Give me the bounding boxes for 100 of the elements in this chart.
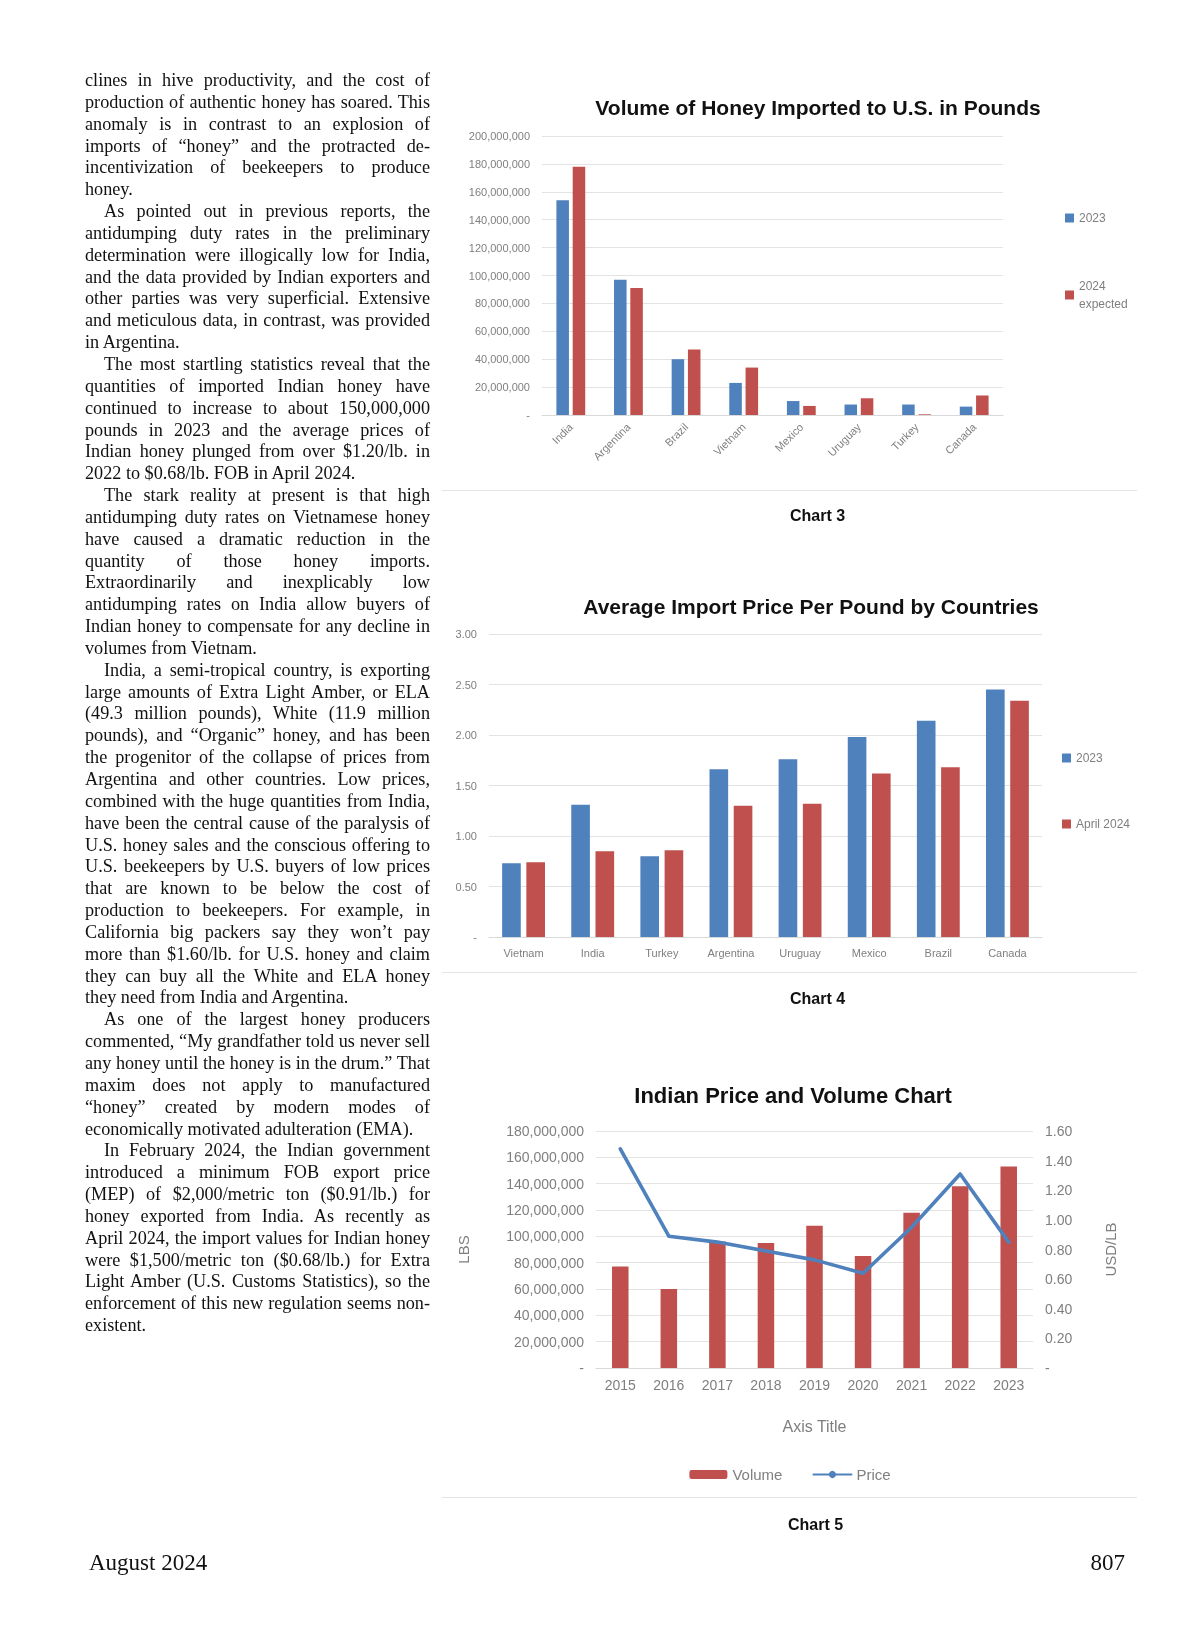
- y-tick-label: 1.00: [455, 830, 477, 842]
- y-tick-label: 60,000,000: [513, 1281, 585, 1297]
- bar: [757, 1242, 775, 1368]
- bar: [660, 1289, 678, 1368]
- y2-axis-title: USD/LB: [1102, 1222, 1119, 1277]
- y-tick-label: 3.00: [455, 628, 477, 640]
- x-tick-label: India: [580, 946, 606, 959]
- y-tick-label: 40,000,000: [474, 353, 530, 366]
- y-tick-label: 40,000,000: [513, 1307, 585, 1324]
- text: 807: [1090, 1550, 1125, 1577]
- caption: Chart 3: [790, 506, 846, 524]
- bar: [916, 720, 936, 937]
- y-tick-label: 160,000,000: [468, 185, 530, 198]
- legend-label: April 2024: [1076, 817, 1131, 831]
- text: The stark reality at present is that high antidumping duty rates on Vietnamese honey have caused a dramatic reduction in the quantity of those honey imports. Extraordinarily and inexplicably low antidumping rates on India allow buyers of Indian honey to compensate for any decline in volumes from Vietnam.: [85, 485, 430, 660]
- y-tick-label: -: [473, 931, 478, 943]
- y-tick-label: 0.50: [455, 880, 477, 893]
- x-tick-label: 2020: [847, 1377, 879, 1393]
- x-tick-label: 2019: [798, 1377, 831, 1393]
- x-tick-label: 2022: [944, 1377, 976, 1393]
- x-tick-label: Turkey: [645, 946, 679, 959]
- y-tick-label: 2.00: [455, 729, 477, 741]
- y2-tick-label: 0.60: [1045, 1271, 1073, 1288]
- bar: [571, 804, 590, 937]
- x-tick-label: 2018: [750, 1377, 782, 1393]
- bar: [612, 1266, 629, 1368]
- x-tick-label: 2015: [604, 1377, 637, 1393]
- text: In February 2024, the Indian government introduced a minimum FOB export price (MEP) of $2,000/metric ton ($0.91/lb.) for honey exported from India. As recently as April 2024, the import values for Indian honey were $1,500/metric ton ($0.68/lb.) for Extra Light Amber (U.S. Customs Statistics), so the enforcement of this new regulation seems non-existent.: [85, 1140, 430, 1336]
- legend-label: 2023: [1079, 211, 1107, 225]
- y-tick-label: 60,000,000: [474, 325, 530, 338]
- text: August 2024: [89, 1550, 208, 1577]
- y-tick-label: 100,000,000: [506, 1228, 585, 1245]
- text: The most startling statistics reveal that the quantities of imported Indian honey have continued to increase to about 150,000,000 pounds in 2023 and the average prices of Indian honey plunged from over $1.20/lb. in 2022 to $0.68/lb. FOB in April 2024.: [85, 353, 430, 486]
- x-tick-label: 2017: [701, 1377, 734, 1393]
- y-tick-label: 20,000,000: [474, 381, 530, 394]
- legend-label: Volume: [732, 1466, 783, 1483]
- y-tick-label: 140,000,000: [506, 1175, 585, 1192]
- bar: [941, 767, 960, 937]
- y2-tick-label: 1.00: [1045, 1211, 1073, 1228]
- text: As one of the largest honey producers commented, “My grandfather told us never sell any honey until the honey is in the drum.” That maxim does not apply to manufactured “honey” created by modern modes of economically motivated adulteration (EMA).: [85, 1009, 430, 1141]
- bar: [1010, 700, 1029, 937]
- y2-tick-label: 1.40: [1045, 1152, 1073, 1169]
- y-tick-label: 2.50: [455, 678, 477, 691]
- caption: Chart 5: [788, 1515, 844, 1533]
- line-series: [618, 1146, 1011, 1275]
- text: India, a semi-tropical country, is exporting large amounts of Extra Light Amber, or ELA (49.3 million pounds), White (11.9 million pounds), and “Organic” honey, and has been the progenitor of the collapse of prices from Argentina and other countries. Low prices, combined with the huge quantities from India, have been the central cause of the paralysis of U.S. honey sales and the conscious offering to U.S. beekeepers by U.S. buyers of low prices that are known to be below the cost of production to beekeepers. For example, in California big packers say they won’t pay more than $1.60/lb. for U.S. honey and claim they can buy all the White and ELA honey they need from India and Argentina.: [85, 659, 430, 1008]
- bar: [595, 851, 615, 937]
- y-tick-label: 120,000,000: [468, 241, 530, 254]
- y-tick-label: 200,000,000: [468, 130, 530, 142]
- y-tick-label: 160,000,000: [506, 1149, 585, 1166]
- bar: [709, 1241, 726, 1368]
- chart-title: Average Import Price Per Pound by Countries: [583, 595, 1039, 618]
- bar: [733, 805, 753, 937]
- legend-label: Price: [856, 1466, 891, 1483]
- bar: [951, 1186, 969, 1368]
- y-tick-label: 20,000,000: [513, 1333, 585, 1350]
- bar: [630, 288, 643, 415]
- x-tick-label: Mexico: [851, 946, 887, 959]
- bar: [1000, 1166, 1017, 1368]
- x-tick-label: Uruguay: [779, 946, 822, 959]
- y-tick-label: 100,000,000: [468, 269, 530, 282]
- bar: [778, 759, 798, 937]
- bar: [687, 349, 701, 415]
- bar: [959, 406, 973, 415]
- y2-tick-label: -: [1045, 1360, 1050, 1376]
- bar: [902, 404, 915, 415]
- bar: [786, 401, 800, 415]
- bar: [709, 769, 729, 937]
- y2-tick-label: 0.20: [1045, 1330, 1073, 1347]
- bar: [860, 398, 874, 415]
- x-tick-label: Argentina: [707, 946, 756, 959]
- y-tick-label: 80,000,000: [474, 297, 530, 310]
- y2-tick-label: 1.60: [1045, 1123, 1073, 1139]
- y2-tick-label: 0.40: [1045, 1300, 1073, 1317]
- bar: [903, 1212, 920, 1368]
- bar: [556, 200, 569, 415]
- x-axis-title: Axis Title: [782, 1417, 847, 1435]
- chart-title: Indian Price and Volume Chart: [634, 1082, 953, 1108]
- x-tick-label: 2023: [993, 1377, 1025, 1393]
- legend-label: 2024 expected: [1079, 279, 1128, 311]
- bar: [806, 1225, 823, 1368]
- bar: [502, 863, 521, 937]
- bar: [640, 856, 660, 937]
- x-tick-label: Canada: [988, 946, 1028, 959]
- x-tick-label: Brazil: [924, 946, 953, 959]
- y2-tick-label: 0.80: [1045, 1241, 1073, 1258]
- bar: [871, 773, 891, 937]
- y-tick-label: 80,000,000: [513, 1254, 585, 1271]
- legend-label: 2023: [1076, 751, 1104, 765]
- bar: [986, 689, 1005, 937]
- bar: [847, 737, 867, 937]
- y-tick-label: 180,000,000: [506, 1123, 585, 1139]
- bar: [671, 359, 685, 415]
- bar: [844, 404, 858, 415]
- y2-tick-label: 1.20: [1045, 1182, 1073, 1199]
- y-tick-label: 140,000,000: [468, 213, 530, 226]
- bar: [802, 803, 822, 937]
- bar: [803, 405, 816, 415]
- y-tick-label: 120,000,000: [506, 1202, 585, 1218]
- y-tick-label: -: [526, 409, 531, 421]
